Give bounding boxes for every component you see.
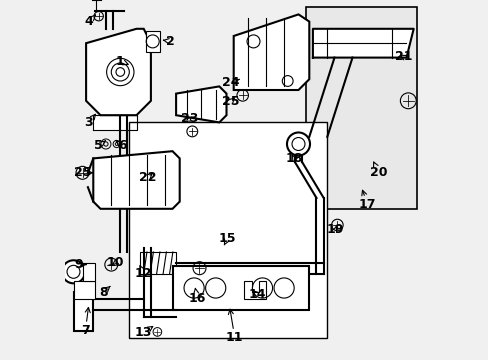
Polygon shape (140, 252, 176, 274)
Polygon shape (82, 263, 95, 281)
Polygon shape (73, 292, 93, 331)
Text: 11: 11 (225, 309, 243, 344)
Text: 10: 10 (106, 256, 123, 269)
Polygon shape (233, 14, 309, 90)
Text: 18: 18 (285, 152, 302, 165)
Text: 13: 13 (134, 327, 152, 339)
Text: 15: 15 (219, 232, 236, 245)
Polygon shape (93, 151, 179, 209)
Circle shape (62, 260, 85, 283)
Polygon shape (86, 29, 151, 115)
Text: 23: 23 (181, 112, 198, 125)
Text: 20: 20 (369, 162, 386, 179)
Text: 12: 12 (135, 266, 152, 280)
Circle shape (286, 132, 309, 156)
Text: 25: 25 (74, 166, 92, 179)
Text: 4: 4 (84, 15, 95, 28)
Text: 16: 16 (188, 288, 205, 305)
Bar (129, 122, 326, 338)
Text: 22: 22 (139, 171, 157, 184)
Text: 3: 3 (84, 114, 95, 129)
Text: 17: 17 (358, 190, 376, 211)
Polygon shape (93, 115, 136, 130)
Polygon shape (176, 86, 226, 122)
Text: 7: 7 (81, 307, 90, 337)
Bar (172, 266, 309, 310)
Text: 24: 24 (222, 76, 239, 89)
Text: 21: 21 (394, 50, 411, 63)
Polygon shape (312, 29, 413, 58)
Text: 19: 19 (326, 223, 343, 236)
Text: 2: 2 (163, 35, 175, 48)
Text: 25: 25 (222, 95, 239, 108)
Text: 14: 14 (248, 288, 265, 301)
Text: 6: 6 (116, 139, 126, 152)
Text: 5: 5 (94, 139, 105, 152)
Text: 9: 9 (75, 258, 86, 271)
Polygon shape (145, 31, 160, 52)
Text: 1: 1 (116, 55, 128, 68)
Text: 8: 8 (99, 286, 110, 299)
Polygon shape (244, 281, 265, 299)
Bar (305, 7, 416, 209)
Polygon shape (73, 281, 95, 299)
